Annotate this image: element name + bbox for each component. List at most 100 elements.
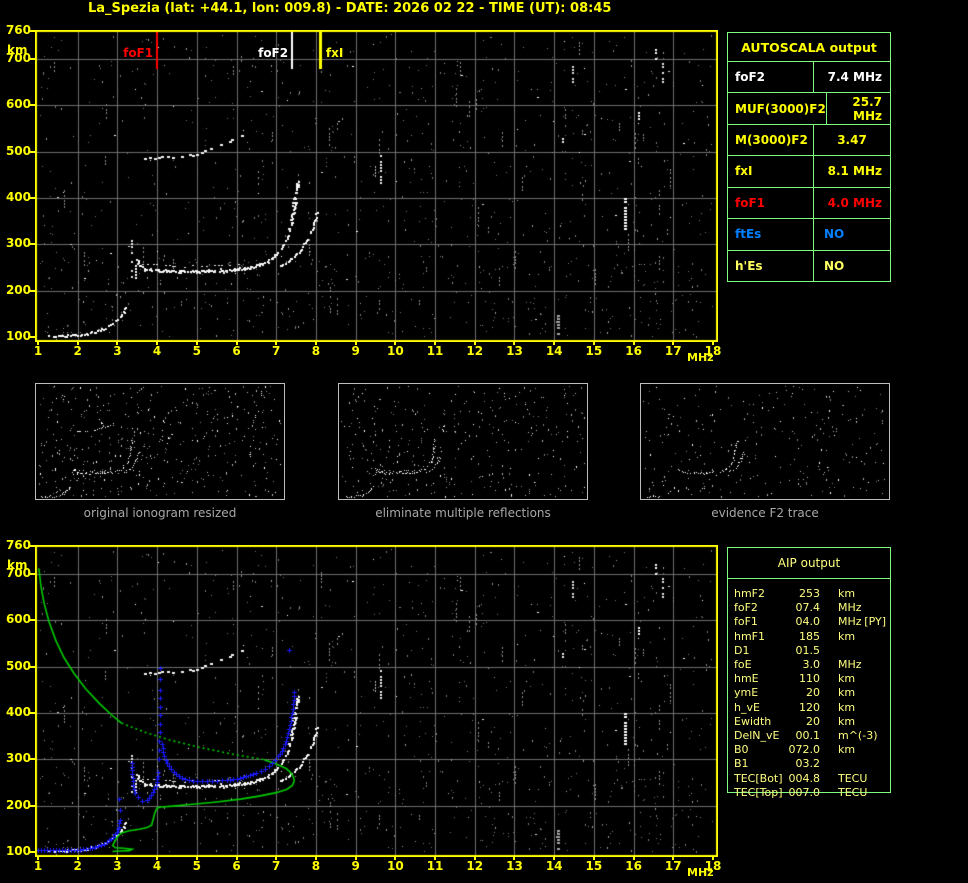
parameter-label: foE (734, 658, 752, 672)
aip-table-row: DelN_vE 00.1 m^(-3) (734, 729, 890, 743)
parameter-unit: km (838, 714, 856, 728)
parameter-unit: km (838, 629, 856, 643)
aip-table-row: D1 01.5 (734, 644, 890, 658)
parameter-unit: km (838, 587, 856, 600)
x-axis-tick-mark (513, 857, 516, 860)
parameter-label: TEC[Bot] (734, 771, 783, 785)
x-axis-tick-mark (473, 857, 476, 860)
y-axis-tick-mark (30, 545, 35, 547)
aip-table-row: hmF1 185 km (734, 630, 890, 644)
x-axis-tick-mark (513, 342, 516, 345)
parameter-label: hmF1 (734, 629, 766, 643)
x-axis-tick-label: 15 (585, 344, 603, 358)
aip-table-row: hmF2 253 km (734, 587, 890, 601)
x-axis-tick-label: 13 (506, 859, 523, 873)
x-axis-tick-label: 15 (585, 859, 603, 873)
x-axis-tick-label: 2 (73, 344, 82, 358)
parameter-label: ymE (734, 686, 759, 700)
x-axis-tick-mark (434, 857, 437, 860)
y-axis-tick-label: 400 (5, 704, 31, 719)
parameter-unit: TECU (838, 771, 868, 785)
parameter-value: 185 (799, 629, 820, 643)
y-axis-tick-label: 100 (5, 329, 31, 343)
x-axis-tick-mark (235, 857, 238, 860)
aip-table-row: foF2 07.4 MHz (734, 601, 890, 615)
aip-output-table: AIP output hmF2 253 km foF2 07.4 MHz foF1 04.0 M… (727, 547, 891, 799)
y-axis-tick-mark (30, 665, 35, 668)
x-axis-tick-mark (434, 342, 437, 345)
x-axis-tick-mark (195, 342, 198, 345)
parameter-value: 20 (806, 686, 820, 700)
aip-table-header: AIP output (728, 548, 890, 579)
x-axis-tick-label: 12 (466, 859, 484, 873)
x-axis-tick-mark (711, 342, 714, 345)
parameter-unit: MHz (838, 658, 862, 672)
y-axis-tick-label: 760 (5, 538, 31, 552)
y-axis-tick-mark (30, 30, 35, 32)
y-axis-tick-label: 200 (5, 282, 31, 297)
parameter-value: 4.0 MHz (827, 195, 882, 210)
x-axis-tick-label: 2 (73, 859, 82, 873)
parameter-label: foF1 (728, 187, 814, 219)
x-axis-tick-label: 4 (152, 859, 162, 873)
parameter-label: B0 (734, 743, 749, 757)
aip-table-row: foE 3.0 MHz (734, 658, 890, 672)
x-axis-tick-mark (37, 342, 39, 345)
fof2-marker-label: foF2 (258, 46, 289, 60)
x-axis-unit-label: MHz (687, 866, 714, 879)
parameter-value: NO (824, 227, 845, 242)
y-axis-tick-mark (30, 711, 35, 714)
x-axis-tick-mark (711, 857, 714, 860)
parameter-unit: km (838, 686, 856, 700)
parameter-value: 01.5 (795, 643, 821, 657)
y-axis-tick-label: 300 (5, 236, 31, 251)
parameter-value: 253 (799, 587, 820, 600)
y-axis-tick-label: 400 (5, 189, 31, 204)
parameter-value: 20 (806, 714, 820, 728)
y-axis-tick-mark (30, 804, 35, 807)
parameter-note: [PY] (864, 615, 886, 629)
x-axis-tick-label: 17 (664, 859, 682, 873)
x-axis-tick-label: 18 (704, 859, 722, 873)
parameter-unit: MHz (838, 615, 862, 629)
aip-table-row: B1 03.2 (734, 757, 890, 771)
thumbnail-caption-eliminate: eliminate multiple reflections (375, 506, 551, 520)
x-axis-tick-label: 16 (625, 859, 642, 873)
x-axis-tick-mark (275, 857, 278, 860)
parameter-value: 004.8 (788, 771, 821, 785)
x-axis-tick-label: 11 (426, 344, 444, 358)
parameter-label: D1 (734, 643, 750, 657)
aip-table-row: TEC[Top] 007.0 TECU (734, 786, 890, 800)
y-axis-tick-label: 200 (5, 797, 31, 812)
y-axis-tick-label: 700 (5, 50, 31, 65)
x-axis-tick-label: 16 (625, 344, 642, 358)
aip-table-row: ymE 20 km (734, 686, 890, 700)
parameter-label: foF2 (734, 601, 758, 615)
parameter-label: fxI (728, 156, 814, 187)
parameter-label: foF1 (734, 615, 758, 629)
x-axis-tick-mark (394, 857, 397, 860)
y-axis-tick-mark (30, 572, 35, 575)
x-axis-tick-label: 9 (351, 344, 360, 358)
thumbnail-caption-evidence: evidence F2 trace (711, 506, 819, 520)
aip-table-row: foF1 04.0 MHz [PY] (734, 615, 890, 629)
x-axis-tick-label: 3 (113, 344, 122, 358)
autoscala-table-row: foF2 7.4 MHz (728, 62, 890, 93)
y-axis-tick-label: 760 (5, 23, 31, 37)
parameter-label: DelN_vE (734, 729, 780, 743)
fof1-marker-label: foF1 (123, 46, 154, 60)
y-axis-tick-mark (30, 336, 35, 338)
parameter-label: M(3000)F2 (728, 124, 814, 156)
ionogram-plot-top (35, 30, 718, 342)
y-axis-tick-mark (30, 104, 35, 107)
parameter-value: NO (824, 258, 845, 273)
x-axis-tick-label: 5 (192, 344, 201, 358)
x-axis-tick-label: 8 (311, 859, 321, 873)
y-axis-tick-mark (30, 196, 35, 199)
aip-table-row: Ewidth 20 km (734, 715, 890, 729)
x-axis-tick-mark (275, 342, 278, 345)
parameter-value: 07.4 (795, 601, 821, 615)
parameter-label: ftEs (728, 219, 814, 250)
ionogram-plot-bottom-aip (35, 545, 718, 857)
